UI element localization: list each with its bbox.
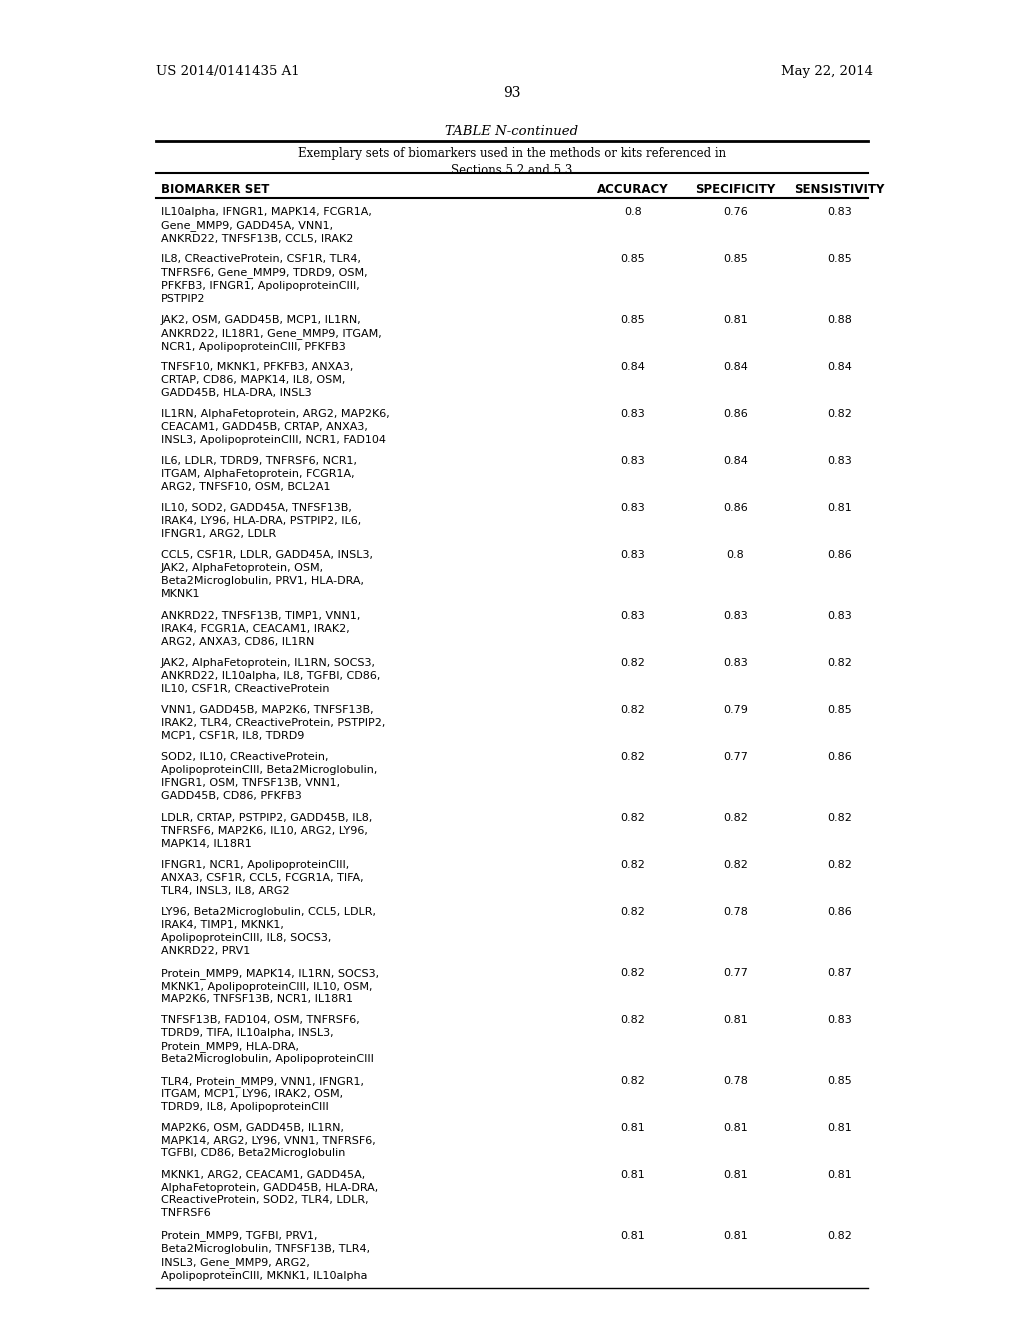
Text: May 22, 2014: May 22, 2014: [781, 65, 873, 78]
Text: TNFSF13B, FAD104, OSM, TNFRSF6,
TDRD9, TIFA, IL10alpha, INSL3,
Protein_MMP9, HLA: TNFSF13B, FAD104, OSM, TNFRSF6, TDRD9, T…: [161, 1015, 374, 1064]
Text: 0.84: 0.84: [723, 362, 748, 372]
Text: 0.84: 0.84: [723, 457, 748, 466]
Text: BIOMARKER SET: BIOMARKER SET: [161, 183, 269, 197]
Text: 0.81: 0.81: [723, 1170, 748, 1180]
Text: 0.82: 0.82: [827, 659, 852, 668]
Text: 0.83: 0.83: [827, 207, 852, 218]
Text: 0.82: 0.82: [827, 813, 852, 824]
Text: 0.83: 0.83: [723, 611, 748, 622]
Text: US 2014/0141435 A1: US 2014/0141435 A1: [156, 65, 299, 78]
Text: IFNGR1, NCR1, ApolipoproteinCIII,
ANXA3, CSF1R, CCL5, FCGR1A, TIFA,
TLR4, INSL3,: IFNGR1, NCR1, ApolipoproteinCIII, ANXA3,…: [161, 861, 364, 896]
Text: 0.81: 0.81: [723, 315, 748, 325]
Text: 0.83: 0.83: [723, 659, 748, 668]
Text: 0.81: 0.81: [723, 1123, 748, 1133]
Text: 0.86: 0.86: [723, 409, 748, 420]
Text: 0.81: 0.81: [621, 1123, 645, 1133]
Text: CCL5, CSF1R, LDLR, GADD45A, INSL3,
JAK2, AlphaFetoprotein, OSM,
Beta2Microglobul: CCL5, CSF1R, LDLR, GADD45A, INSL3, JAK2,…: [161, 550, 373, 599]
Text: 0.83: 0.83: [827, 457, 852, 466]
Text: 0.85: 0.85: [621, 315, 645, 325]
Text: 0.83: 0.83: [621, 457, 645, 466]
Text: 0.77: 0.77: [723, 968, 748, 978]
Text: 0.83: 0.83: [621, 503, 645, 513]
Text: JAK2, OSM, GADD45B, MCP1, IL1RN,
ANKRD22, IL18R1, Gene_MMP9, ITGAM,
NCR1, Apolip: JAK2, OSM, GADD45B, MCP1, IL1RN, ANKRD22…: [161, 315, 382, 351]
Text: ACCURACY: ACCURACY: [597, 183, 669, 197]
Text: SENSISTIVITY: SENSISTIVITY: [795, 183, 885, 197]
Text: 0.8: 0.8: [726, 550, 744, 561]
Text: 0.85: 0.85: [621, 255, 645, 264]
Text: 0.84: 0.84: [827, 362, 852, 372]
Text: Protein_MMP9, TGFBI, PRV1,
Beta2Microglobulin, TNFSF13B, TLR4,
INSL3, Gene_MMP9,: Protein_MMP9, TGFBI, PRV1, Beta2Microglo…: [161, 1230, 370, 1280]
Text: 0.82: 0.82: [827, 1230, 852, 1241]
Text: 0.86: 0.86: [723, 503, 748, 513]
Text: 0.81: 0.81: [723, 1230, 748, 1241]
Text: Protein_MMP9, MAPK14, IL1RN, SOCS3,
MKNK1, ApolipoproteinCIII, IL10, OSM,
MAP2K6: Protein_MMP9, MAPK14, IL1RN, SOCS3, MKNK…: [161, 968, 379, 1005]
Text: 0.81: 0.81: [621, 1170, 645, 1180]
Text: IL10alpha, IFNGR1, MAPK14, FCGR1A,
Gene_MMP9, GADD45A, VNN1,
ANKRD22, TNFSF13B, : IL10alpha, IFNGR1, MAPK14, FCGR1A, Gene_…: [161, 207, 372, 244]
Text: 0.86: 0.86: [827, 550, 852, 561]
Text: 0.82: 0.82: [827, 409, 852, 420]
Text: 0.83: 0.83: [621, 409, 645, 420]
Text: 0.79: 0.79: [723, 705, 748, 715]
Text: LY96, Beta2Microglobulin, CCL5, LDLR,
IRAK4, TIMP1, MKNK1,
ApolipoproteinCIII, I: LY96, Beta2Microglobulin, CCL5, LDLR, IR…: [161, 907, 376, 956]
Text: MAP2K6, OSM, GADD45B, IL1RN,
MAPK14, ARG2, LY96, VNN1, TNFRSF6,
TGFBI, CD86, Bet: MAP2K6, OSM, GADD45B, IL1RN, MAPK14, ARG…: [161, 1123, 376, 1159]
Text: TABLE N-continued: TABLE N-continued: [445, 125, 579, 139]
Text: 0.77: 0.77: [723, 752, 748, 763]
Text: 0.82: 0.82: [827, 861, 852, 870]
Text: Exemplary sets of biomarkers used in the methods or kits referenced in
Sections : Exemplary sets of biomarkers used in the…: [298, 147, 726, 177]
Text: IL8, CReactiveProtein, CSF1R, TLR4,
TNFRSF6, Gene_MMP9, TDRD9, OSM,
PFKFB3, IFNG: IL8, CReactiveProtein, CSF1R, TLR4, TNFR…: [161, 255, 368, 304]
Text: 0.82: 0.82: [621, 1015, 645, 1026]
Text: LDLR, CRTAP, PSTPIP2, GADD45B, IL8,
TNFRSF6, MAP2K6, IL10, ARG2, LY96,
MAPK14, I: LDLR, CRTAP, PSTPIP2, GADD45B, IL8, TNFR…: [161, 813, 372, 849]
Text: VNN1, GADD45B, MAP2K6, TNFSF13B,
IRAK2, TLR4, CReactiveProtein, PSTPIP2,
MCP1, C: VNN1, GADD45B, MAP2K6, TNFSF13B, IRAK2, …: [161, 705, 385, 741]
Text: 0.82: 0.82: [621, 813, 645, 824]
Text: 0.85: 0.85: [827, 705, 852, 715]
Text: SOD2, IL10, CReactiveProtein,
ApolipoproteinCIII, Beta2Microglobulin,
IFNGR1, OS: SOD2, IL10, CReactiveProtein, Apolipopro…: [161, 752, 377, 801]
Text: 0.82: 0.82: [621, 968, 645, 978]
Text: JAK2, AlphaFetoprotein, IL1RN, SOCS3,
ANKRD22, IL10alpha, IL8, TGFBI, CD86,
IL10: JAK2, AlphaFetoprotein, IL1RN, SOCS3, AN…: [161, 659, 380, 694]
Text: ANKRD22, TNFSF13B, TIMP1, VNN1,
IRAK4, FCGR1A, CEACAM1, IRAK2,
ARG2, ANXA3, CD86: ANKRD22, TNFSF13B, TIMP1, VNN1, IRAK4, F…: [161, 611, 360, 647]
Text: IL6, LDLR, TDRD9, TNFRSF6, NCR1,
ITGAM, AlphaFetoprotein, FCGR1A,
ARG2, TNFSF10,: IL6, LDLR, TDRD9, TNFRSF6, NCR1, ITGAM, …: [161, 457, 356, 492]
Text: SPECIFICITY: SPECIFICITY: [695, 183, 775, 197]
Text: IL1RN, AlphaFetoprotein, ARG2, MAP2K6,
CEACAM1, GADD45B, CRTAP, ANXA3,
INSL3, Ap: IL1RN, AlphaFetoprotein, ARG2, MAP2K6, C…: [161, 409, 389, 445]
Text: 0.82: 0.82: [723, 813, 748, 824]
Text: MKNK1, ARG2, CEACAM1, GADD45A,
AlphaFetoprotein, GADD45B, HLA-DRA,
CReactiveProt: MKNK1, ARG2, CEACAM1, GADD45A, AlphaFeto…: [161, 1170, 378, 1218]
Text: 0.86: 0.86: [827, 907, 852, 917]
Text: 0.83: 0.83: [621, 611, 645, 622]
Text: 0.85: 0.85: [723, 255, 748, 264]
Text: 93: 93: [503, 86, 521, 100]
Text: 0.82: 0.82: [621, 705, 645, 715]
Text: 0.81: 0.81: [723, 1015, 748, 1026]
Text: 0.81: 0.81: [827, 503, 852, 513]
Text: 0.76: 0.76: [723, 207, 748, 218]
Text: 0.86: 0.86: [827, 752, 852, 763]
Text: 0.81: 0.81: [827, 1170, 852, 1180]
Text: 0.82: 0.82: [621, 907, 645, 917]
Text: 0.83: 0.83: [827, 611, 852, 622]
Text: 0.81: 0.81: [621, 1230, 645, 1241]
Text: 0.84: 0.84: [621, 362, 645, 372]
Text: 0.81: 0.81: [827, 1123, 852, 1133]
Text: 0.85: 0.85: [827, 1076, 852, 1086]
Text: IL10, SOD2, GADD45A, TNFSF13B,
IRAK4, LY96, HLA-DRA, PSTPIP2, IL6,
IFNGR1, ARG2,: IL10, SOD2, GADD45A, TNFSF13B, IRAK4, LY…: [161, 503, 361, 539]
Text: 0.82: 0.82: [621, 1076, 645, 1086]
Text: 0.82: 0.82: [621, 659, 645, 668]
Text: 0.83: 0.83: [827, 1015, 852, 1026]
Text: 0.78: 0.78: [723, 907, 748, 917]
Text: 0.8: 0.8: [624, 207, 642, 218]
Text: 0.82: 0.82: [723, 861, 748, 870]
Text: 0.85: 0.85: [827, 255, 852, 264]
Text: 0.82: 0.82: [621, 752, 645, 763]
Text: 0.83: 0.83: [621, 550, 645, 561]
Text: 0.87: 0.87: [827, 968, 852, 978]
Text: 0.82: 0.82: [621, 861, 645, 870]
Text: TLR4, Protein_MMP9, VNN1, IFNGR1,
ITGAM, MCP1, LY96, IRAK2, OSM,
TDRD9, IL8, Apo: TLR4, Protein_MMP9, VNN1, IFNGR1, ITGAM,…: [161, 1076, 364, 1113]
Text: TNFSF10, MKNK1, PFKFB3, ANXA3,
CRTAP, CD86, MAPK14, IL8, OSM,
GADD45B, HLA-DRA, : TNFSF10, MKNK1, PFKFB3, ANXA3, CRTAP, CD…: [161, 362, 353, 397]
Text: 0.88: 0.88: [827, 315, 852, 325]
Text: 0.78: 0.78: [723, 1076, 748, 1086]
